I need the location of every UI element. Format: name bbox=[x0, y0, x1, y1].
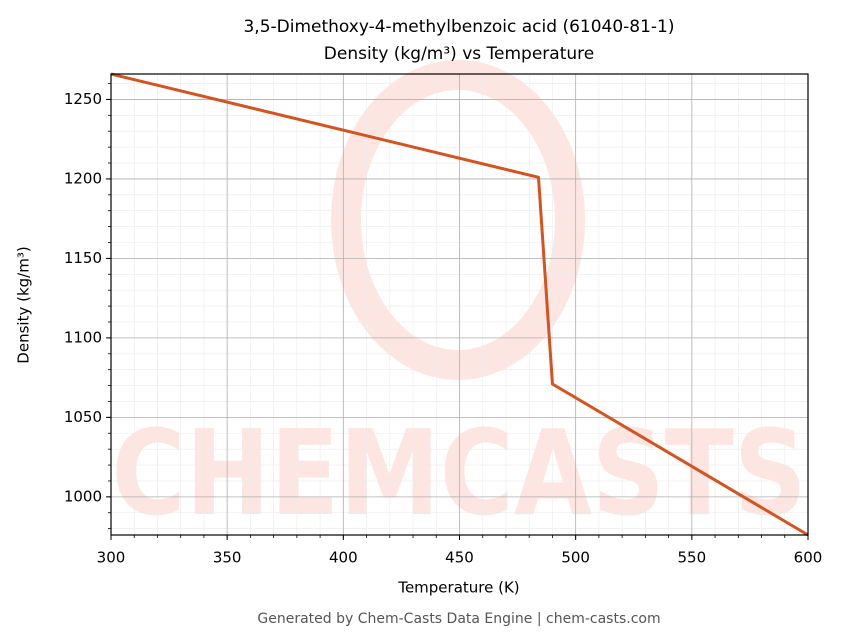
x-tick-label: 300 bbox=[97, 549, 126, 567]
y-axis-label: Density (kg/m³) bbox=[15, 246, 33, 363]
y-tick-label: 1100 bbox=[64, 328, 102, 346]
y-tick-label: 1250 bbox=[64, 90, 102, 108]
x-tick-label: 400 bbox=[329, 549, 358, 567]
plot-frame bbox=[110, 73, 809, 536]
x-tick-label: 450 bbox=[445, 549, 474, 567]
watermark-logo bbox=[331, 60, 585, 380]
y-tick-label: 1200 bbox=[64, 169, 102, 187]
x-tick-label: 600 bbox=[794, 549, 823, 567]
y-tick-label: 1150 bbox=[64, 249, 102, 267]
x-tick-label: 350 bbox=[213, 549, 242, 567]
footer: Generated by Chem-Casts Data Engine | ch… bbox=[257, 611, 660, 627]
x-tick-label: 550 bbox=[678, 549, 707, 567]
y-tick-label: 1000 bbox=[64, 487, 102, 505]
data-line bbox=[110, 72, 809, 537]
x-axis-label: Temperature (K) bbox=[397, 579, 519, 597]
y-tick-label: 1050 bbox=[64, 408, 102, 426]
x-tick-label: 500 bbox=[561, 549, 590, 567]
chart-title: 3,5-Dimethoxy-4-methylbenzoic acid (6104… bbox=[243, 17, 674, 37]
chart-subtitle: Density (kg/m³) vs Temperature bbox=[324, 44, 594, 64]
